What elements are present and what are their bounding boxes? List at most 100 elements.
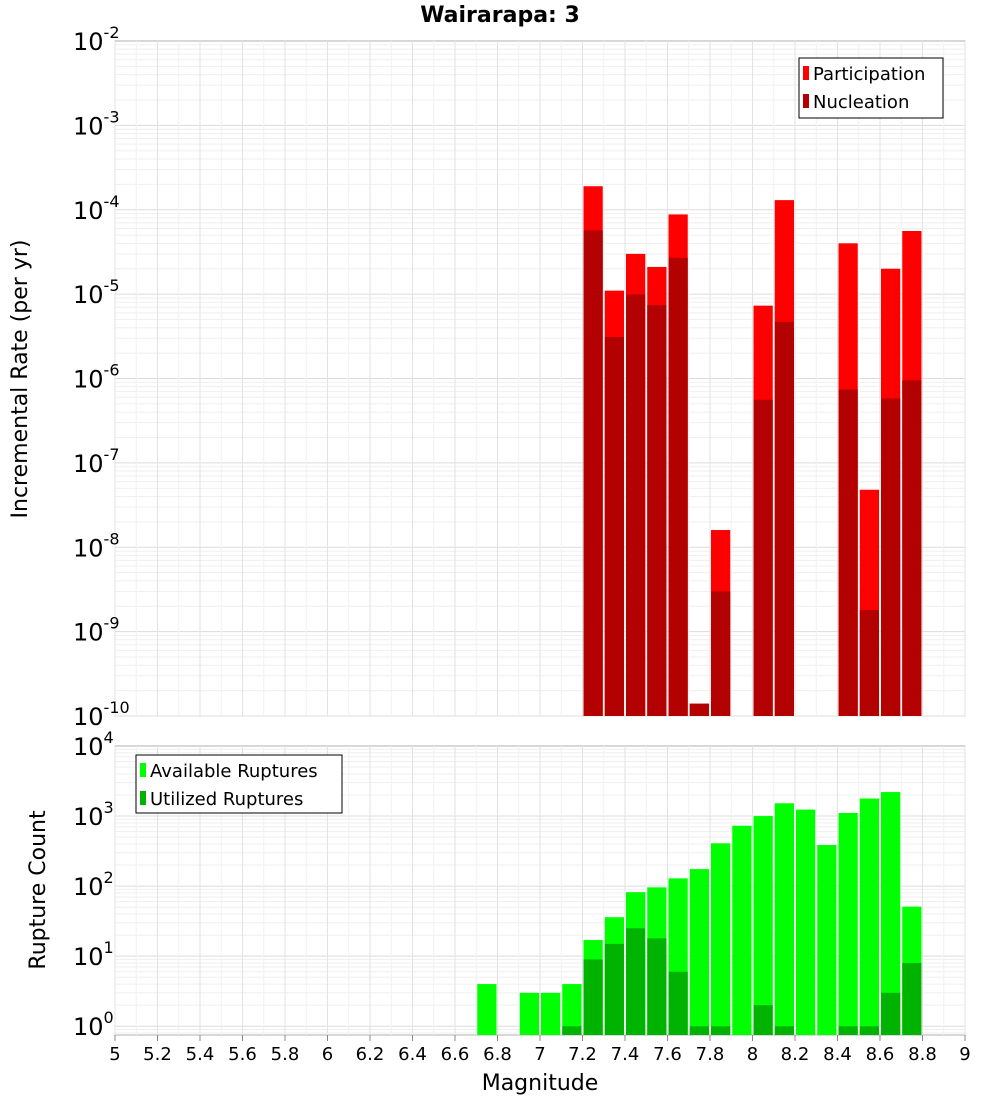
top-y-tick-label: 10-6	[73, 361, 120, 394]
bottom-bar-utilized-ruptures-8.45	[838, 1026, 858, 1035]
x-tick-label: 9	[959, 1044, 970, 1065]
x-tick-label: 8.2	[781, 1044, 810, 1065]
x-tick-label: 6.2	[356, 1044, 385, 1065]
bottom-bar-utilized-ruptures-7.45	[626, 928, 646, 1035]
bottom-bars	[477, 792, 922, 1035]
x-tick-label: 5.8	[271, 1044, 300, 1065]
bottom-y-axis-label: Rupture Count	[26, 810, 51, 970]
top-y-tick-label: 10-3	[73, 107, 120, 140]
top-bar-nucleation-7.45	[626, 294, 646, 716]
bottom-legend: Available Ruptures Utilized Ruptures	[135, 754, 343, 814]
bottom-y-tick-label: 103	[73, 798, 114, 831]
bottom-bar-available-ruptures-7.95	[732, 825, 752, 1035]
top-y-tick-label: 10-7	[73, 445, 120, 478]
bottom-bar-utilized-ruptures-7.75	[689, 1026, 709, 1035]
bottom-bar-available-ruptures-7.05	[541, 992, 561, 1035]
top-bar-nucleation-7.85	[711, 591, 731, 716]
top-bar-nucleation-8.15	[774, 321, 794, 716]
x-tick-label: 6.6	[441, 1044, 470, 1065]
bottom-y-tick-label: 104	[73, 728, 114, 761]
bottom-bar-utilized-ruptures-7.85	[711, 1026, 731, 1035]
bottom-bar-utilized-ruptures-8.65	[881, 992, 901, 1035]
top-bar-nucleation-8.75	[902, 380, 922, 716]
bottom-legend-box	[135, 754, 343, 814]
legend-swatch-participation	[803, 66, 809, 80]
x-tick-label: 6.8	[483, 1044, 512, 1065]
top-y-ticks: 10-10 10-9 10-8 10-7 10-6 10-5 10-4 10-3 10-2	[73, 23, 130, 731]
top-y-axis-label: Incremental Rate (per yr)	[8, 240, 33, 519]
bottom-bar-available-ruptures-8.65	[881, 792, 901, 1035]
top-bar-nucleation-8.05	[753, 399, 773, 716]
chart-title: Wairarapa: 3	[420, 3, 580, 28]
top-legend-box	[798, 57, 944, 119]
top-y-tick-label: 10-2	[73, 23, 120, 56]
top-legend: Participation Nucleation	[798, 57, 944, 119]
legend-label-participation: Participation	[813, 64, 925, 85]
x-tick-label: 5.2	[143, 1044, 172, 1065]
top-bar-nucleation-7.65	[668, 257, 688, 716]
bottom-bar-available-ruptures-8.45	[838, 812, 858, 1035]
top-bars	[583, 186, 922, 717]
top-bar-nucleation-8.55	[859, 610, 879, 716]
bottom-bar-available-ruptures-7.85	[711, 843, 731, 1035]
bottom-bar-available-ruptures-7.75	[689, 869, 709, 1035]
top-grid	[114, 41, 966, 717]
bottom-bar-utilized-ruptures-8.75	[902, 962, 922, 1035]
x-tick-label: 7.4	[611, 1044, 640, 1065]
bottom-bar-available-ruptures-6.75	[477, 984, 497, 1035]
bottom-bar-utilized-ruptures-7.35	[604, 943, 624, 1035]
top-bar-nucleation-7.75	[689, 703, 709, 716]
top-y-tick-label: 10-9	[73, 614, 120, 647]
bottom-bar-available-ruptures-8.55	[859, 798, 879, 1035]
x-tick-label: 5.4	[186, 1044, 215, 1065]
top-y-tick-label: 10-4	[73, 192, 120, 225]
top-panel: 10-10 10-9 10-8 10-7 10-6 10-5 10-4 10-3 10-2 In…	[8, 23, 966, 731]
x-axis-label: Magnitude	[482, 1071, 599, 1096]
x-tick-label: 6	[322, 1044, 333, 1065]
bottom-bar-utilized-ruptures-7.15	[562, 1026, 582, 1035]
legend-swatch-nucleation	[803, 94, 809, 108]
bottom-bar-utilized-ruptures-7.25	[583, 959, 603, 1035]
bottom-bar-available-ruptures-8.25	[796, 809, 816, 1035]
bottom-bar-utilized-ruptures-7.65	[668, 971, 688, 1035]
top-y-tick-label: 10-8	[73, 529, 120, 562]
legend-label-nucleation: Nucleation	[813, 92, 909, 113]
x-tick-label: 8.6	[866, 1044, 895, 1065]
bottom-bar-available-ruptures-6.95	[519, 992, 539, 1035]
bottom-y-tick-label: 102	[73, 868, 114, 901]
bottom-bar-available-ruptures-8.05	[753, 816, 773, 1035]
top-bar-nucleation-7.25	[583, 230, 603, 716]
x-tick-label: 7	[534, 1044, 545, 1065]
x-ticks: 5 5.2 5.4 5.6 5.8 6 6.2 6.4 6.6 6.8 7 7.2 7.4 7.6 7.8 8…	[109, 1035, 971, 1065]
bottom-bar-utilized-ruptures-8.15	[774, 1026, 794, 1035]
legend-label-available: Available Ruptures	[150, 761, 318, 782]
legend-label-utilized: Utilized Ruptures	[150, 789, 303, 810]
bottom-bar-available-ruptures-7.15	[562, 984, 582, 1035]
x-tick-label: 7.6	[653, 1044, 682, 1065]
top-bar-nucleation-8.65	[881, 398, 901, 716]
top-bar-nucleation-7.35	[604, 337, 624, 716]
bottom-y-tick-label: 100	[73, 1008, 114, 1041]
top-bar-nucleation-7.55	[647, 305, 667, 716]
bottom-bar-utilized-ruptures-8.05	[753, 1005, 773, 1035]
bottom-y-ticks: 100 101 102 103 104	[73, 728, 114, 1041]
bottom-bar-utilized-ruptures-8.55	[859, 1026, 879, 1035]
x-tick-label: 7.8	[696, 1044, 725, 1065]
bottom-bar-utilized-ruptures-7.55	[647, 938, 667, 1035]
bottom-bar-available-ruptures-8.35	[817, 845, 837, 1035]
x-tick-label: 8.8	[908, 1044, 937, 1065]
x-tick-label: 6.4	[398, 1044, 427, 1065]
x-tick-label: 5.6	[228, 1044, 257, 1065]
top-y-tick-label: 10-10	[73, 698, 130, 731]
x-tick-label: 5	[109, 1044, 120, 1065]
top-y-tick-label: 10-5	[73, 276, 120, 309]
x-tick-label: 8	[747, 1044, 758, 1065]
bottom-panel: 100 101 102 103 104 5 5.2 5.4 5.6 5.8 6 6.2 6.4 6.6 6…	[26, 728, 971, 1096]
x-tick-label: 8.4	[823, 1044, 852, 1065]
bottom-y-tick-label: 101	[73, 938, 114, 971]
legend-swatch-utilized	[140, 791, 146, 805]
legend-swatch-available	[140, 763, 146, 777]
bottom-bar-available-ruptures-8.15	[774, 803, 794, 1035]
top-bar-nucleation-8.45	[838, 389, 858, 716]
